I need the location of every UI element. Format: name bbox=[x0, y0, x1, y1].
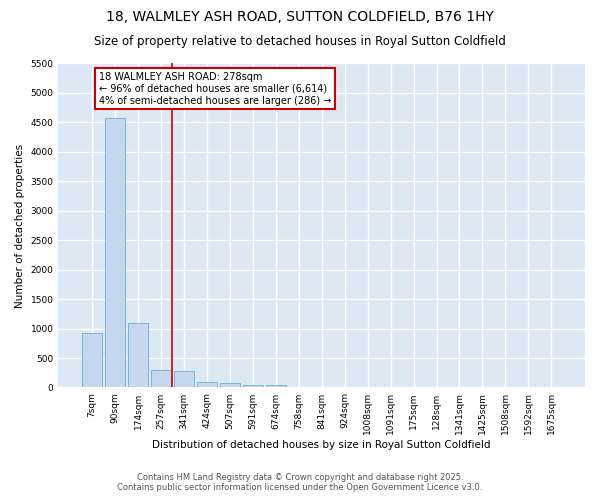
Bar bbox=[266, 385, 286, 388]
Bar bbox=[128, 324, 148, 388]
Bar bbox=[151, 370, 171, 388]
Bar bbox=[174, 371, 194, 388]
Bar bbox=[220, 384, 239, 388]
Bar bbox=[243, 384, 263, 388]
Bar bbox=[106, 118, 125, 388]
Text: 18, WALMLEY ASH ROAD, SUTTON COLDFIELD, B76 1HY: 18, WALMLEY ASH ROAD, SUTTON COLDFIELD, … bbox=[106, 10, 494, 24]
Text: 18 WALMLEY ASH ROAD: 278sqm
← 96% of detached houses are smaller (6,614)
4% of s: 18 WALMLEY ASH ROAD: 278sqm ← 96% of det… bbox=[99, 72, 331, 106]
Text: Contains HM Land Registry data © Crown copyright and database right 2025.
Contai: Contains HM Land Registry data © Crown c… bbox=[118, 473, 482, 492]
Y-axis label: Number of detached properties: Number of detached properties bbox=[15, 144, 25, 308]
Bar bbox=[82, 334, 102, 388]
Bar bbox=[197, 382, 217, 388]
X-axis label: Distribution of detached houses by size in Royal Sutton Coldfield: Distribution of detached houses by size … bbox=[152, 440, 491, 450]
Text: Size of property relative to detached houses in Royal Sutton Coldfield: Size of property relative to detached ho… bbox=[94, 35, 506, 48]
